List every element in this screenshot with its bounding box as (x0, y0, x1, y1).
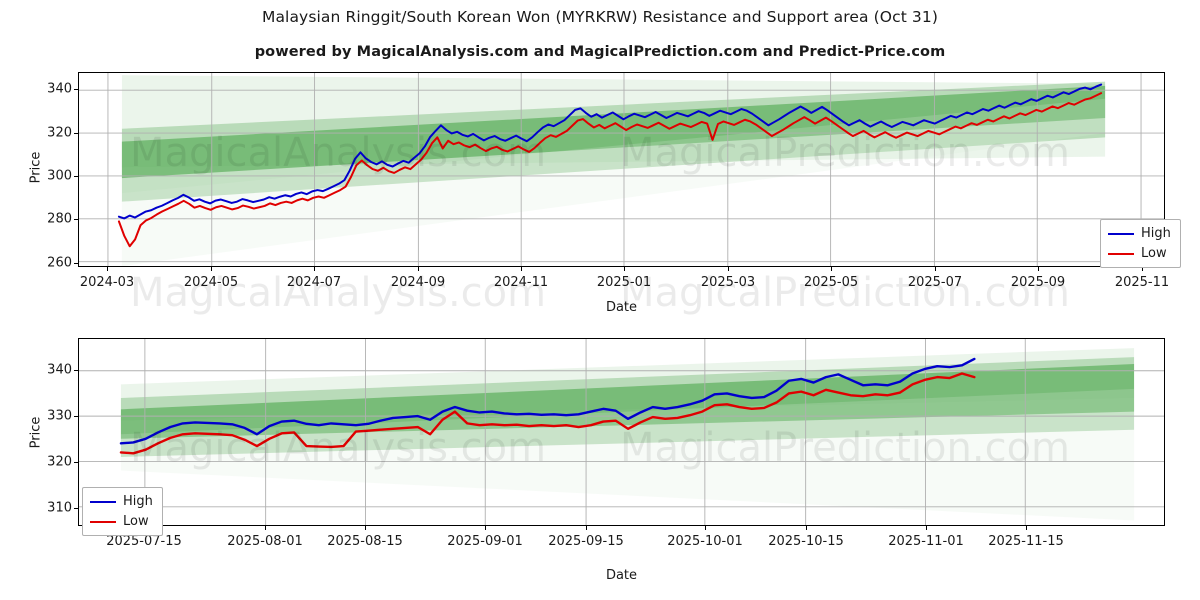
x-tick-mark (586, 526, 587, 530)
y-tick-label: 260 (47, 255, 72, 271)
x-tick-label: 2024-09 (390, 275, 446, 290)
y-tick-mark (74, 219, 78, 221)
series-line-high (119, 357, 976, 445)
y-tick-label: 320 (47, 454, 72, 470)
x-tick-label: 2025-01 (596, 275, 652, 290)
x-tick-label: 2025-11-15 (988, 534, 1064, 549)
y-tick-mark (74, 370, 78, 372)
x-tick-label: 2025-11-01 (888, 534, 964, 549)
resistance-support-band (120, 363, 1135, 439)
x-tick-mark (107, 267, 108, 271)
resistance-support-band (121, 85, 1106, 179)
overview-plot-svg (79, 73, 1164, 266)
x-tick-mark (211, 267, 212, 271)
y-tick-mark (74, 507, 78, 509)
overview-chart-panel (78, 72, 1165, 267)
legend-entry-high[interactable]: High (1108, 225, 1171, 242)
x-tick-label: 2025-10-01 (667, 534, 743, 549)
overview-legend[interactable]: High Low (1100, 219, 1181, 268)
overview-x-axis-label: Date (605, 300, 638, 315)
zoom-y-axis-label: Price (28, 416, 44, 449)
y-tick-label: 280 (47, 211, 72, 227)
x-tick-label: 2025-09-15 (548, 534, 624, 549)
y-tick-mark (74, 262, 78, 264)
y-tick-label: 320 (47, 125, 72, 141)
x-tick-label: 2025-08-15 (327, 534, 403, 549)
legend-swatch-high (90, 500, 116, 503)
zoom-chart-panel (78, 338, 1165, 526)
legend-label: Low (123, 514, 149, 529)
page-title: Malaysian Ringgit/South Korean Won (MYRK… (261, 8, 939, 26)
x-tick-label: 2024-05 (183, 275, 239, 290)
x-tick-label: 2025-07 (907, 275, 963, 290)
x-tick-label: 2025-07-15 (106, 534, 182, 549)
y-tick-mark (74, 176, 78, 177)
y-tick-label: 310 (47, 500, 72, 516)
x-tick-mark (935, 267, 936, 271)
zoom-plot-area (78, 338, 1165, 526)
series-line-high (117, 83, 1103, 220)
x-tick-mark (624, 267, 625, 271)
x-tick-mark (485, 526, 486, 530)
x-tick-mark (1038, 267, 1039, 271)
resistance-support-band (121, 98, 1106, 266)
y-tick-mark (74, 461, 78, 463)
x-tick-mark (521, 267, 522, 271)
y-tick-label: 340 (47, 81, 72, 97)
y-tick-label: 300 (47, 168, 72, 184)
x-tick-label: 2025-09-01 (447, 534, 523, 549)
x-tick-label: 2025-09 (1010, 275, 1066, 290)
legend-label: High (123, 494, 153, 509)
y-tick-mark (74, 132, 78, 134)
x-tick-mark (806, 526, 807, 530)
zoom-legend[interactable]: High Low (82, 487, 163, 536)
page-subtitle: powered by MagicalAnalysis.com and Magic… (254, 44, 946, 60)
legend-label: High (1141, 226, 1171, 241)
x-tick-mark (418, 267, 419, 271)
legend-swatch-low (1108, 252, 1134, 255)
x-tick-label: 2025-05 (803, 275, 859, 290)
x-tick-mark (926, 526, 927, 530)
x-tick-label: 2024-11 (493, 275, 549, 290)
y-tick-label: 340 (47, 362, 72, 378)
x-tick-mark (314, 267, 315, 271)
x-tick-mark (705, 526, 706, 530)
resistance-support-band (120, 388, 1135, 521)
x-tick-mark (1142, 267, 1143, 271)
x-tick-mark (728, 267, 729, 271)
y-tick-label: 330 (47, 408, 72, 424)
y-tick-mark (74, 89, 78, 91)
legend-entry-low[interactable]: Low (90, 513, 153, 530)
legend-entry-high[interactable]: High (90, 493, 153, 510)
x-tick-label: 2024-07 (286, 275, 342, 290)
x-tick-label: 2025-11 (1114, 275, 1170, 290)
series-line-low (117, 92, 1103, 248)
zoom-plot-svg (79, 339, 1164, 525)
legend-entry-low[interactable]: Low (1108, 245, 1171, 262)
x-tick-mark (831, 267, 832, 271)
overview-y-axis-label: Price (28, 151, 44, 184)
series-line-low (119, 372, 976, 455)
legend-label: Low (1141, 246, 1167, 261)
zoom-x-axis-label: Date (605, 568, 638, 583)
x-tick-mark (1026, 526, 1027, 530)
x-tick-label: 2025-10-15 (768, 534, 844, 549)
legend-swatch-low (90, 520, 116, 523)
x-tick-label: 2025-08-01 (227, 534, 303, 549)
y-tick-mark (74, 415, 78, 417)
x-tick-label: 2025-03 (700, 275, 756, 290)
overview-plot-area (78, 72, 1165, 267)
x-tick-label: 2024-03 (79, 275, 135, 290)
legend-swatch-high (1108, 232, 1134, 235)
x-tick-mark (265, 526, 266, 530)
x-tick-mark (365, 526, 366, 530)
